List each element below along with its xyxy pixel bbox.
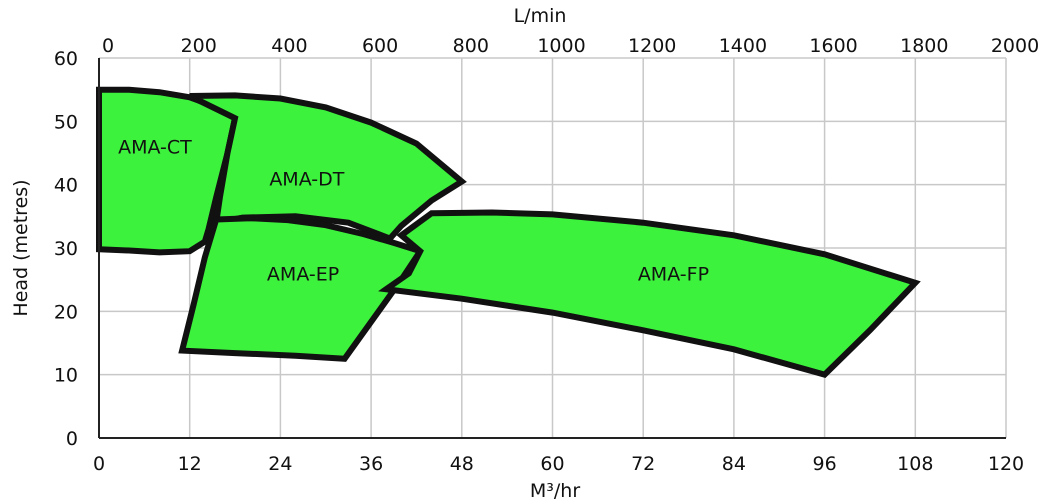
x2-tick-label: 400 [271,35,307,57]
region-label-ama-ep: AMA-EP [267,263,339,285]
x-tick-label: 84 [722,453,746,475]
x-tick-label: 72 [631,453,655,475]
y-tick-label: 40 [54,175,78,197]
x2-tick-label: 1600 [809,35,857,57]
x2-tick-label: 2000 [991,35,1039,57]
y-tick-label: 30 [54,238,78,260]
y-axis-title: Head (metres) [10,179,32,316]
y-tick-label: 50 [54,111,78,133]
axes [98,58,1006,439]
y-tick-label: 10 [54,365,78,387]
x2-tick-label: 200 [181,35,217,57]
x-tick-label: 0 [93,453,105,475]
x-tick-label: 24 [268,453,292,475]
x-tick-label: 120 [988,453,1024,475]
x2-tick-label: 600 [362,35,398,57]
x-tick-label: 36 [359,453,383,475]
x-tick-label: 48 [450,453,474,475]
x-tick-label: 12 [178,453,202,475]
region-label-ama-fp: AMA-FP [638,263,709,285]
region-label-ama-ct: AMA-CT [118,137,192,159]
region-ama-dt [188,92,467,243]
x-tick-label: 108 [897,453,933,475]
x2-tick-label: 1000 [537,35,585,57]
region-ama-ep [178,215,425,362]
region-ama-fp [378,209,921,379]
x-tick-label: 60 [540,453,564,475]
x2-tick-label: 1800 [900,35,948,57]
x2-tick-label: 0 [102,35,114,57]
x-tick-label: 96 [813,453,837,475]
region-label-ama-dt: AMA-DT [269,168,344,190]
x2-tick-label: 800 [453,35,489,57]
region-ama-ct [96,86,239,256]
tick-labels: 0 12 24 36 48 60 72 84 96 108 1200 200 400 600 800 1000… [54,35,1039,475]
y-tick-label: 60 [54,48,78,70]
x2-tick-label: 1200 [628,35,676,57]
x2-tick-label: 1400 [719,35,767,57]
pump-regions: AMA-CT AMA-DT AMA-EP AMA-FP [96,86,921,379]
y-tick-label: 0 [66,428,78,450]
y-tick-label: 20 [54,301,78,323]
x-axis-title: M³/hr [530,480,580,502]
x2-axis-title: L/min [514,5,567,27]
